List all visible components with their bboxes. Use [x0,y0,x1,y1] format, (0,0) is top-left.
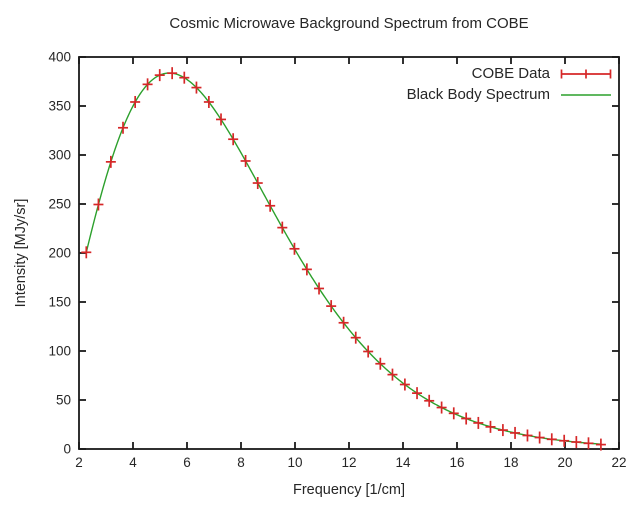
data-point-marker [314,282,325,295]
data-point-marker [154,69,165,82]
data-point-marker [436,401,447,414]
data-point-marker [424,394,435,407]
x-tick-label: 22 [611,455,626,470]
data-point-marker [203,95,214,108]
data-point-marker [142,78,153,91]
data-point-marker [546,433,557,446]
data-point-marker [228,133,239,146]
data-point-marker [534,431,545,444]
y-tick-label: 400 [48,50,71,65]
data-point-marker [167,67,178,80]
y-tick-label: 300 [48,148,71,163]
data-point-marker [105,155,116,168]
y-tick-label: 350 [48,99,71,114]
data-point-marker [583,437,594,450]
line-sample-icon [561,93,611,96]
x-tick-label: 16 [449,455,464,470]
x-tick-label: 18 [503,455,518,470]
data-point-marker [571,436,582,449]
data-point-marker [191,81,202,94]
x-axis-label: Frequency [1/cm] [292,482,405,498]
chart-title: Cosmic Microwave Background Spectrum fro… [169,15,529,32]
data-point-marker [448,407,459,420]
y-tick-label: 100 [48,344,71,359]
errorbar-sample-icon [560,69,612,78]
data-point-marker [387,368,398,381]
data-point-marker [595,438,606,451]
data-point-marker [326,300,337,313]
data-point-marker [510,426,521,439]
y-tick-label: 250 [48,197,71,212]
data-point-marker [240,154,251,167]
data-point-marker [252,177,263,190]
legend-label-cobe-data: COBE Data [471,65,550,82]
x-tick-label: 8 [237,455,245,470]
x-tick-label: 2 [75,455,83,470]
black-body-curve [85,72,601,445]
data-point-marker [338,316,349,329]
legend-entry-black-body: Black Body Spectrum [407,84,612,105]
y-tick-label: 0 [63,442,71,457]
data-point-marker [363,345,374,358]
data-point-marker [473,416,484,429]
x-tick-label: 6 [183,455,191,470]
data-point-marker [412,387,423,400]
data-point-marker [375,357,386,370]
x-tick-label: 12 [341,455,356,470]
data-point-marker [559,434,570,447]
legend: COBE Data Black Body Spectrum [407,63,612,105]
data-point-marker [289,242,300,255]
x-tick-label: 20 [557,455,572,470]
legend-label-black-body: Black Body Spectrum [406,86,550,103]
x-tick-label: 14 [395,455,411,470]
data-point-marker [81,246,92,259]
data-point-marker [461,412,472,425]
legend-entry-cobe-data: COBE Data [407,63,612,84]
x-tick-label: 10 [287,455,302,470]
data-point-marker [118,121,129,134]
data-point-marker [93,198,104,211]
data-point-marker [522,429,533,442]
data-point-marker [301,263,312,276]
y-tick-label: 200 [48,246,71,261]
data-point-marker [350,331,361,344]
data-point-marker [399,378,410,391]
data-point-marker [265,199,276,212]
data-point-marker [497,424,508,437]
data-point-marker [485,420,496,433]
data-point-marker [216,113,227,126]
data-point-marker [179,71,190,84]
y-tick-label: 150 [48,295,71,310]
data-point-marker [130,95,141,108]
x-tick-label: 4 [129,455,137,470]
y-axis-label: Intensity [MJy/sr] [13,198,29,308]
y-tick-label: 50 [56,393,71,408]
plot-border [78,56,620,450]
data-point-marker [277,221,288,234]
